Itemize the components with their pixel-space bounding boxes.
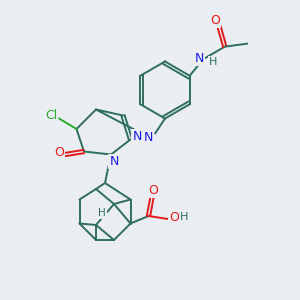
Text: H: H	[98, 208, 106, 218]
Text: H: H	[180, 212, 189, 222]
Text: N: N	[195, 52, 204, 65]
Text: O: O	[210, 14, 220, 27]
Text: O: O	[54, 146, 64, 160]
Text: O: O	[149, 184, 158, 197]
Text: O: O	[169, 211, 179, 224]
Text: N: N	[144, 130, 153, 144]
Text: N: N	[109, 154, 119, 168]
Text: H: H	[208, 57, 217, 67]
Text: N: N	[132, 130, 142, 143]
Text: H: H	[135, 134, 144, 144]
Text: Cl: Cl	[45, 109, 57, 122]
